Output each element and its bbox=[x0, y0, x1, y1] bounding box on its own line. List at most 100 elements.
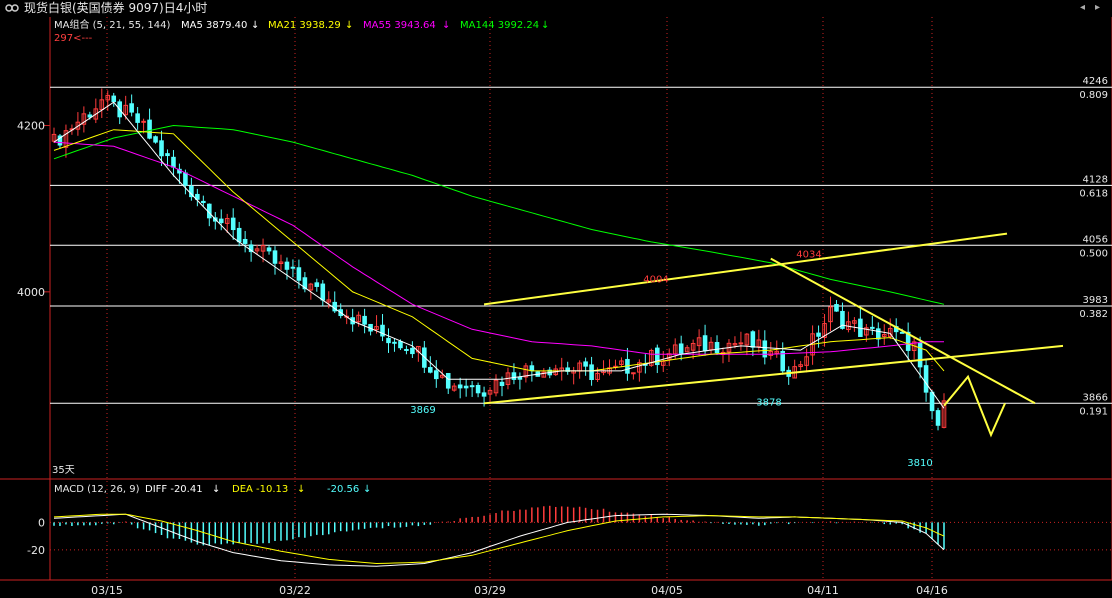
candle-down bbox=[183, 172, 188, 186]
ma21-arrow: ↓ bbox=[345, 20, 353, 31]
candle-down bbox=[380, 324, 385, 337]
candle-up bbox=[649, 349, 654, 366]
dea-arrow: ↓ bbox=[297, 484, 305, 495]
macd-histogram bbox=[53, 505, 945, 550]
candle-down bbox=[923, 365, 929, 393]
ma21-legend: MA21 3938.29 bbox=[268, 20, 341, 31]
candle-down bbox=[529, 365, 535, 372]
date-axis: 03/15 03/22 03/29 04/05 04/11 04/16 bbox=[91, 584, 948, 597]
candle-down bbox=[714, 342, 720, 354]
candle-up bbox=[828, 306, 833, 323]
macd-legend-label: MACD (12, 26, 9) bbox=[54, 484, 140, 495]
candle-down bbox=[935, 410, 941, 426]
fib-price-label: 4128 bbox=[1083, 174, 1108, 185]
candle-down bbox=[678, 343, 684, 354]
candle-down bbox=[834, 304, 839, 312]
candle-up bbox=[941, 400, 947, 428]
candle-down bbox=[248, 244, 254, 253]
candle-up bbox=[93, 108, 99, 120]
price-annotation: 4004 bbox=[643, 275, 668, 286]
candle-up bbox=[881, 334, 887, 338]
candle-down bbox=[153, 136, 158, 143]
candle-up bbox=[523, 365, 529, 378]
price-tick-label: 4200 bbox=[17, 119, 45, 132]
macd-value: -20.56 bbox=[327, 484, 359, 495]
candle-up bbox=[631, 372, 636, 375]
diff-arrow: ↓ bbox=[212, 484, 220, 495]
candle-up bbox=[696, 337, 702, 347]
fib-price-label: 4056 bbox=[1083, 234, 1108, 245]
candle-down bbox=[189, 185, 194, 198]
candle-down bbox=[111, 95, 117, 103]
candle-up bbox=[887, 327, 893, 337]
candle-up bbox=[224, 218, 230, 224]
candle-down bbox=[230, 217, 236, 231]
candle-down bbox=[433, 370, 439, 380]
candle-down bbox=[320, 283, 326, 301]
candle-down bbox=[589, 364, 594, 381]
title-bar: 现货白银(英国债券 9097)日4小时 ◂ ▸ bbox=[0, 0, 1112, 16]
macd-arrow: ↓ bbox=[363, 484, 371, 495]
candle-down bbox=[290, 266, 296, 269]
candle-down bbox=[129, 103, 134, 113]
candle-down bbox=[398, 341, 403, 349]
candle-down bbox=[201, 200, 206, 204]
candle-down bbox=[702, 335, 708, 352]
prev-arrow-icon[interactable]: ◂ bbox=[1080, 2, 1086, 13]
candle-up bbox=[487, 389, 493, 395]
candle-down bbox=[840, 310, 845, 329]
candle-up bbox=[374, 326, 379, 330]
candle-up bbox=[619, 360, 624, 365]
candle-up bbox=[768, 351, 774, 356]
chart-frame bbox=[0, 17, 1112, 581]
ma144-arrow: ↓ bbox=[541, 20, 549, 31]
candle-down bbox=[302, 277, 308, 290]
candle-down bbox=[266, 247, 272, 252]
candle-up bbox=[804, 356, 809, 366]
candle-down bbox=[583, 361, 588, 367]
downtrend-line bbox=[770, 257, 1036, 405]
date-tick-label: 03/15 bbox=[91, 584, 123, 597]
fib-price-label: 3983 bbox=[1083, 295, 1108, 306]
candle-up bbox=[260, 245, 266, 252]
candle-down bbox=[296, 267, 302, 281]
top-left-note: 297<--- bbox=[54, 33, 93, 44]
moving-averages bbox=[53, 101, 945, 409]
date-tick-label: 04/11 bbox=[807, 584, 839, 597]
candle-down bbox=[195, 193, 200, 200]
candle-down bbox=[218, 218, 224, 224]
candle-down bbox=[929, 391, 935, 412]
candle-up bbox=[278, 261, 284, 264]
fib-levels: 4246 0.809 4128 0.618 4056 0.500 3983 0.382 3866… bbox=[50, 76, 1112, 417]
price-annotation: 3878 bbox=[756, 397, 781, 408]
price-axis: 4200 4000 bbox=[17, 119, 50, 299]
ma5-legend: MA5 3879.40 bbox=[181, 20, 247, 31]
candle-down bbox=[750, 331, 756, 348]
candle-up bbox=[744, 333, 750, 346]
fib-price-label: 3866 bbox=[1083, 392, 1108, 403]
candle-up bbox=[774, 350, 780, 354]
candle-down bbox=[404, 348, 409, 351]
fib-ratio-label: 0.191 bbox=[1079, 406, 1108, 417]
macd-dea-line bbox=[53, 513, 945, 565]
candle-up bbox=[105, 94, 111, 101]
ma5-arrow: ↓ bbox=[251, 20, 259, 31]
candle-down bbox=[445, 372, 451, 389]
candle-up bbox=[541, 371, 547, 378]
candle-up bbox=[326, 299, 332, 303]
date-tick-label: 03/29 bbox=[474, 584, 506, 597]
channel-upper-line bbox=[483, 232, 1008, 306]
candle-up bbox=[864, 327, 869, 336]
candle-up bbox=[51, 133, 57, 142]
next-arrow-icon[interactable]: ▸ bbox=[1095, 2, 1101, 13]
macd-legend: MACD (12, 26, 9) DIFF -20.41 ↓ DEA -10.1… bbox=[54, 484, 371, 495]
ma144-legend: MA144 3992.24 bbox=[460, 20, 539, 31]
candle-up bbox=[756, 339, 762, 348]
candle-down bbox=[816, 332, 821, 337]
candle-up bbox=[75, 121, 81, 130]
ma55-line bbox=[53, 141, 944, 355]
candle-down bbox=[780, 350, 786, 372]
candle-down bbox=[457, 384, 463, 389]
macd-tick-label: 0 bbox=[38, 516, 45, 529]
